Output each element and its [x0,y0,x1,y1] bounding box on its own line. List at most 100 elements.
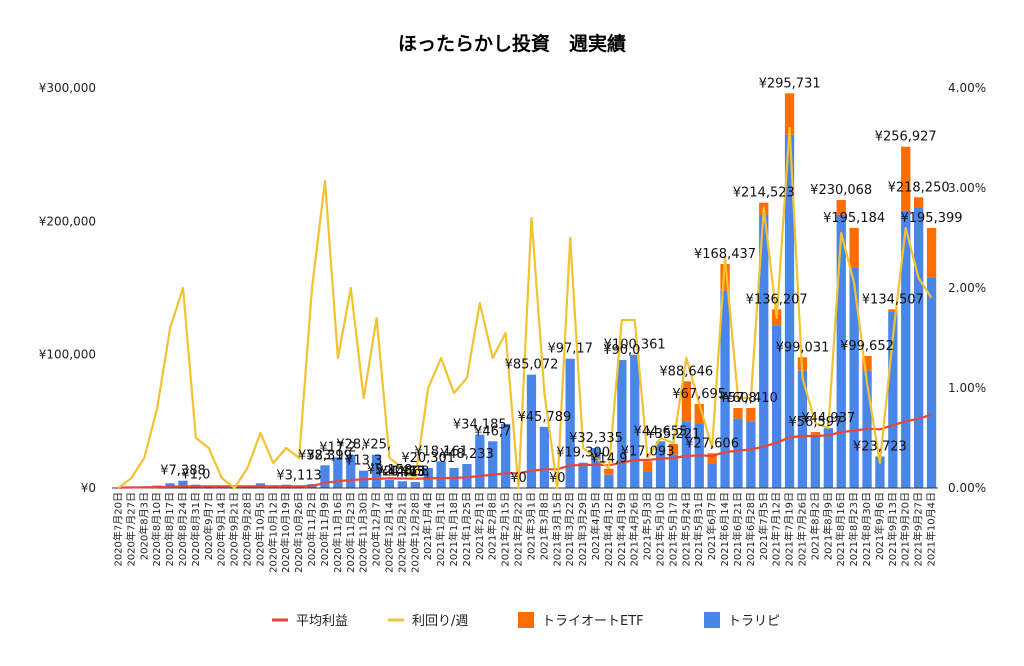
data-label: ¥27,606 [685,436,739,451]
data-label: ¥32,335 [569,431,623,446]
data-label: ¥295,731 [759,76,821,91]
data-label: ¥195,399 [900,211,962,226]
data-label: ¥44,937 [801,411,855,426]
x-tick-label: 2020年9月21日 [228,492,241,567]
x-tick-label: 2021年5月3日 [641,492,654,560]
bar-toraripi [643,472,652,488]
x-tick-label: 2021年9月6日 [873,492,886,560]
x-tick-label: 2020年7月20日 [112,492,125,567]
bar-toraripi [746,421,755,488]
x-tick-label: 2021年8月16日 [834,492,847,567]
data-label: ¥0 [510,471,527,486]
data-label: ¥45,789 [518,410,572,425]
bar-triauto-etf [643,461,652,472]
x-tick-label: 2021年1月18日 [447,492,460,567]
x-tick-label: 2020年12月28日 [408,492,421,573]
bar-toraripi [927,277,936,488]
x-tick-label: 2021年1月4日 [421,492,434,560]
x-tick-label: 2020年9月14日 [215,492,228,567]
bar-triauto-etf [604,469,613,475]
x-tick-label: 2021年2月22日 [512,492,525,567]
y-left-tick-label: ¥300,000 [39,81,96,95]
x-tick-label: 2020年11月2日 [305,492,318,567]
x-tick-label: 2021年6月28日 [744,492,757,567]
data-label: ¥48,233 [440,447,494,462]
data-label: ¥25, [362,438,391,453]
x-tick-label: 2020年8月3日 [137,492,150,560]
y-right-tick-label: 3.00% [948,181,986,195]
x-tick-label: 2020年10月12日 [266,492,279,573]
x-tick-label: 2021年4月12日 [602,492,615,567]
data-label: ¥0 [549,471,566,486]
y-right-tick-label: 2.00% [948,281,986,295]
bar-toraripi [411,482,420,488]
x-tick-label: 2021年3月29日 [576,492,589,567]
x-tick-label: 2020年10月19日 [279,492,292,573]
legend-label: 平均利益 [296,614,348,629]
bar-toraripi [578,463,587,488]
x-tick-label: 2020年8月10日 [150,492,163,567]
x-tick-label: 2021年4月26日 [628,492,641,567]
bar-toraripi [914,208,923,488]
data-label: ¥13, [401,465,430,480]
x-tick-label: 2021年7月5日 [757,492,770,560]
y-left-tick-label: ¥200,000 [39,214,96,228]
bar-toraripi [540,427,549,488]
bar-toraripi [824,428,833,488]
x-tick-label: 2021年2月15日 [499,492,512,567]
bar-toraripi [733,419,742,488]
x-tick-label: 2020年8月24日 [176,492,189,567]
x-tick-label: 2021年8月23日 [847,492,860,567]
y-right-tick-label: 1.00% [948,381,986,395]
data-label: ¥97,17 [547,342,593,357]
x-tick-label: 2020年11月16日 [331,492,344,573]
data-label: ¥100,361 [604,338,666,353]
x-tick-label: 2021年9月13日 [886,492,899,567]
bar-toraripi [385,480,394,488]
data-label: ¥3,113 [276,469,322,484]
data-label: ¥46,7 [474,424,511,439]
bar-triauto-etf [746,408,755,421]
x-tick-label: 2021年10月4日 [925,492,938,567]
x-tick-label: 2020年10月26日 [292,492,305,573]
bar-toraripi [630,355,639,488]
bar-toraripi [398,481,407,488]
x-tick-label: 2021年1月25日 [460,492,473,567]
bar-toraripi [708,464,717,488]
data-label: ¥256,927 [875,130,937,145]
data-label: ¥195,184 [823,211,885,226]
x-tick-label: 2021年6月7日 [705,492,718,560]
x-tick-label: 2021年6月21日 [731,492,744,567]
x-tick-label: 2021年5月10日 [654,492,667,567]
data-label: ¥17,093 [621,444,675,459]
x-tick-label: 2020年9月28日 [241,492,254,567]
data-label: ¥99,652 [840,339,894,354]
data-label: ¥28, [336,438,365,453]
y-right-tick-label: 4.00% [948,81,986,95]
x-tick-label: 2021年5月31日 [692,492,705,567]
data-label: ¥136,207 [746,292,808,307]
x-tick-label: 2021年9月20日 [899,492,912,567]
x-tick-label: 2021年6月14日 [718,492,731,567]
x-tick-label: 2020年11月23日 [344,492,357,573]
x-tick-label: 2021年7月26日 [796,492,809,567]
legend-label: トライオートETF [542,614,644,629]
x-tick-label: 2021年8月2日 [808,492,821,560]
data-label: ¥67,695 [672,387,726,402]
bar-triauto-etf [733,408,742,419]
x-tick-label: 2021年4月19日 [615,492,628,567]
x-tick-label: 2021年4月5日 [589,492,602,560]
x-tick-label: 2021年3月8日 [537,492,550,560]
legend-label: トラリピ [728,614,780,629]
bar-triauto-etf [927,228,936,277]
x-tick-label: 2021年3月22日 [563,492,576,567]
x-tick-label: 2021年7月12日 [770,492,783,567]
data-label: ¥60,410 [724,391,778,406]
bar-toraripi [617,360,626,488]
data-label: ¥85,072 [505,358,559,373]
x-tick-label: 2021年5月24日 [679,492,692,567]
y-right-tick-label: 0.00% [948,481,986,495]
x-tick-label: 2021年8月9日 [821,492,834,560]
y-left-tick-label: ¥0 [81,481,96,495]
